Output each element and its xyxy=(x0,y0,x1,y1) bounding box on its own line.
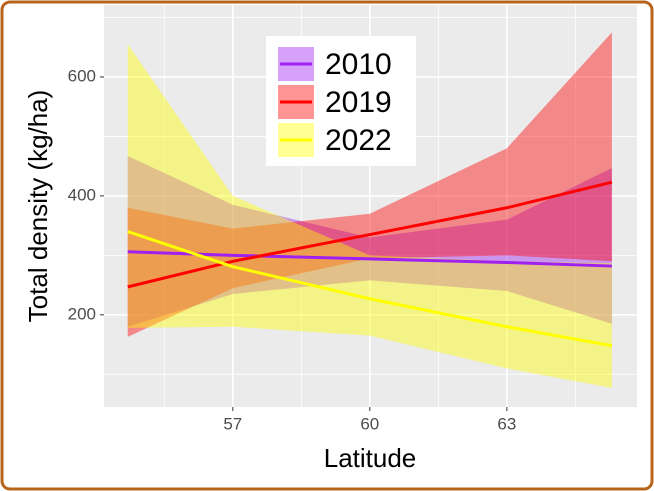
fit-line xyxy=(127,180,613,289)
bands xyxy=(127,32,612,388)
confidence-band xyxy=(127,156,612,327)
legend-label: 2019 xyxy=(325,86,392,119)
legend-label: 2022 xyxy=(325,124,392,157)
x-tick-label: 60 xyxy=(360,414,379,433)
confidence-band xyxy=(127,44,612,388)
confidence-band xyxy=(127,32,612,337)
lines xyxy=(127,180,613,348)
legend: 2010 2019 2022 xyxy=(266,36,416,166)
x-tick-label: 57 xyxy=(223,414,242,433)
y-tick-label: 200 xyxy=(68,304,96,323)
x-tick-label: 63 xyxy=(497,414,516,433)
legend-label: 2010 xyxy=(325,48,392,81)
axes: 57 60 63 200 400 600 xyxy=(68,66,517,433)
x-axis-title: Latitude xyxy=(324,443,417,473)
fit-line xyxy=(127,230,613,348)
y-tick-label: 400 xyxy=(68,185,96,204)
y-axis-title: Total density (kg/ha) xyxy=(23,90,53,323)
y-tick-label: 600 xyxy=(68,66,96,85)
